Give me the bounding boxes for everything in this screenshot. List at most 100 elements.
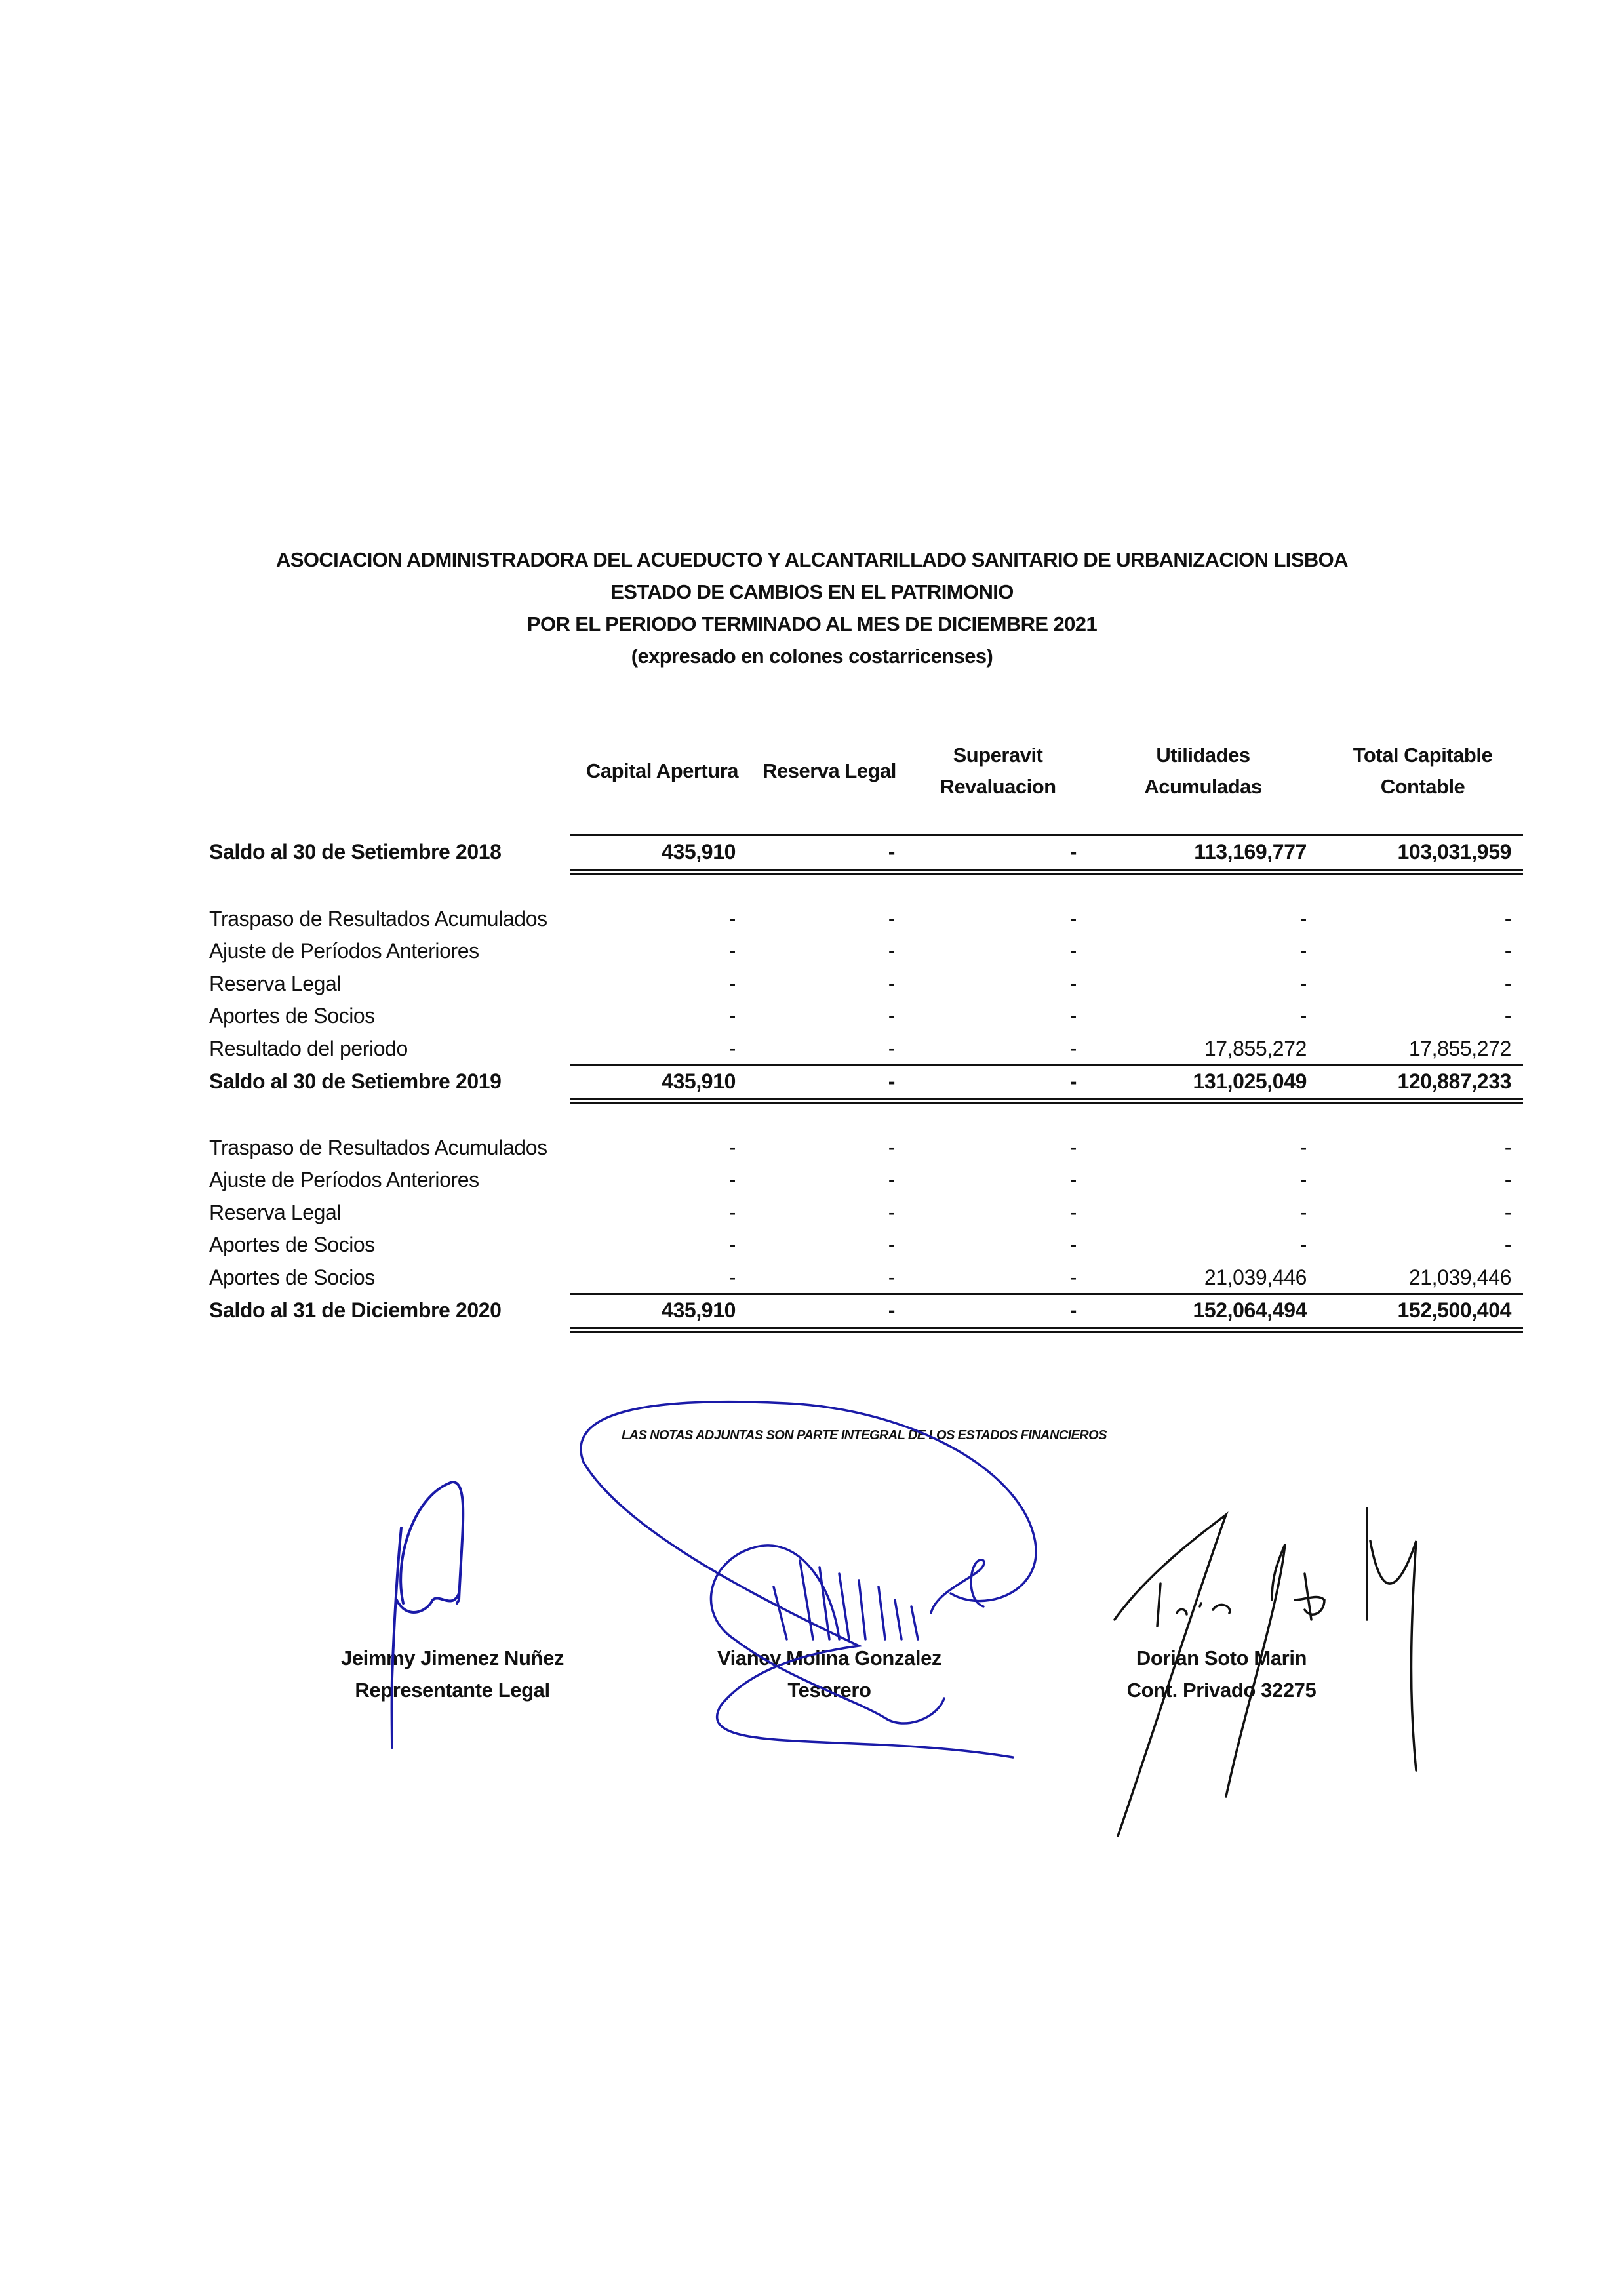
row-value: - xyxy=(888,972,896,995)
row-value: - xyxy=(888,1168,896,1191)
row-value: - xyxy=(1504,1136,1512,1159)
row-label: Aportes de Socios xyxy=(209,1004,375,1028)
row-value: - xyxy=(1504,1201,1512,1224)
row-value: - xyxy=(888,1004,896,1028)
double-underline-rule xyxy=(570,869,1523,875)
column-header: Reserva Legal xyxy=(718,755,941,787)
row-value: - xyxy=(728,1004,736,1028)
signatory-legal-rep: Jeimmy Jimenez Nuñez Representante Legal xyxy=(288,1642,616,1706)
row-value: 152,500,404 xyxy=(1397,1298,1511,1322)
row-value: - xyxy=(1504,1168,1512,1191)
row-value: 152,064,494 xyxy=(1193,1298,1307,1322)
row-value: - xyxy=(888,907,896,930)
row-value: - xyxy=(888,1201,896,1224)
row-value: 17,855,272 xyxy=(1204,1037,1307,1060)
double-underline-rule xyxy=(570,1098,1523,1104)
table-row: Ajuste de Períodos Anteriores - - - - - xyxy=(0,1164,1624,1195)
row-value: - xyxy=(888,1233,896,1256)
row-value: 21,039,446 xyxy=(1408,1266,1512,1289)
table-row: Resultado del periodo - - - 17,855,272 17,855… xyxy=(0,1033,1624,1064)
currency-note: (expresado en colones costarricenses) xyxy=(631,645,993,668)
row-value: 435,910 xyxy=(662,1298,736,1322)
row-value: - xyxy=(728,1136,736,1159)
row-label: Ajuste de Períodos Anteriores xyxy=(209,939,479,963)
column-header-line: Capital Apertura xyxy=(585,759,739,782)
table-row: Reserva Legal - - - - - xyxy=(0,1197,1624,1228)
row-value: - xyxy=(888,1037,896,1060)
row-value: 120,887,233 xyxy=(1397,1069,1511,1093)
row-value: - xyxy=(1299,1201,1307,1224)
row-label: Resultado del periodo xyxy=(209,1037,408,1060)
signatory-treasurer: Vianey Molina Gonzalez Tesorero xyxy=(665,1642,993,1706)
row-value: - xyxy=(1069,840,1077,864)
signatory-role: Cont. Privado 32275 xyxy=(1126,1679,1317,1702)
row-value: - xyxy=(1069,1201,1077,1224)
row-value: - xyxy=(728,1201,736,1224)
balance-row: Saldo al 30 de Setiembre 2019 435,910 - - 13… xyxy=(0,1066,1624,1097)
row-value: 131,025,049 xyxy=(1193,1069,1307,1093)
table-row: Traspaso de Resultados Acumulados - - - - - xyxy=(0,903,1624,934)
signature-jeimmy xyxy=(390,1480,465,1749)
row-value: - xyxy=(1504,1233,1512,1256)
table-row: Reserva Legal - - - - - xyxy=(0,968,1624,999)
row-value: - xyxy=(728,1037,736,1060)
column-header-line: Utilidades xyxy=(1156,744,1250,767)
row-value: 21,039,446 xyxy=(1204,1266,1307,1289)
row-value: - xyxy=(1504,972,1512,995)
row-value: - xyxy=(728,1233,736,1256)
double-underline-rule xyxy=(570,1327,1523,1333)
table-row: Aportes de Socios - - - 21,039,446 21,039,446 xyxy=(0,1262,1624,1293)
row-value: - xyxy=(1069,907,1077,930)
row-value: - xyxy=(1504,907,1512,930)
row-value: 103,031,959 xyxy=(1397,840,1511,864)
row-value: 435,910 xyxy=(662,840,736,864)
row-value: - xyxy=(1299,1168,1307,1191)
row-value: - xyxy=(1069,1266,1077,1289)
signatory-role: Tesorero xyxy=(787,1679,871,1702)
table-row: Aportes de Socios - - - - - xyxy=(0,1229,1624,1260)
row-value: - xyxy=(1069,1136,1077,1159)
statement-title: ESTADO DE CAMBIOS EN EL PATRIMONIO xyxy=(610,580,1014,603)
column-header-line: Superavit xyxy=(953,744,1043,767)
row-label: Traspaso de Resultados Acumulados xyxy=(209,907,547,930)
row-value: 113,169,777 xyxy=(1194,840,1307,864)
signatory-accountant: Dorian Soto Marin Cont. Privado 32275 xyxy=(1058,1642,1385,1706)
signatory-name: Dorian Soto Marin xyxy=(1136,1646,1307,1669)
row-label: Ajuste de Períodos Anteriores xyxy=(209,1168,479,1191)
row-value: - xyxy=(888,840,896,864)
signatory-role: Representante Legal xyxy=(355,1679,550,1702)
row-value: - xyxy=(1299,907,1307,930)
row-label: Traspaso de Resultados Acumulados xyxy=(209,1136,547,1159)
row-label: Reserva Legal xyxy=(209,1201,342,1224)
column-header-line: Total Capitable xyxy=(1353,744,1493,767)
row-value: - xyxy=(1069,939,1077,963)
row-value: - xyxy=(728,1266,736,1289)
row-value: - xyxy=(728,972,736,995)
row-value: - xyxy=(1069,1037,1077,1060)
row-value: - xyxy=(888,1069,896,1093)
column-header-line: Revaluacion xyxy=(940,775,1056,798)
row-value: - xyxy=(888,1136,896,1159)
table-row: Ajuste de Períodos Anteriores - - - - - xyxy=(0,935,1624,967)
row-value: - xyxy=(728,1168,736,1191)
row-value: - xyxy=(1299,939,1307,963)
organization-title: ASOCIACION ADMINISTRADORA DEL ACUEDUCTO … xyxy=(276,548,1349,571)
row-value: - xyxy=(1069,1233,1077,1256)
column-header-line: Acumuladas xyxy=(1144,775,1262,798)
row-label: Aportes de Socios xyxy=(209,1266,375,1289)
row-label: Saldo al 30 de Setiembre 2019 xyxy=(209,1069,502,1093)
row-value: 435,910 xyxy=(662,1069,736,1093)
signatory-name: Jeimmy Jimenez Nuñez xyxy=(340,1646,564,1669)
signatory-name: Vianey Molina Gonzalez xyxy=(717,1646,942,1669)
column-header: Total Capitable Contable xyxy=(1311,740,1534,803)
row-value: - xyxy=(888,939,896,963)
column-header: Utilidades Acumuladas xyxy=(1092,740,1315,803)
row-value: - xyxy=(888,1266,896,1289)
row-value: - xyxy=(1504,939,1512,963)
row-value: - xyxy=(728,907,736,930)
table-row: Traspaso de Resultados Acumulados - - - - - xyxy=(0,1132,1624,1163)
period-title: POR EL PERIODO TERMINADO AL MES DE DICIE… xyxy=(526,612,1098,635)
column-header: Superavit Revaluacion xyxy=(886,740,1109,803)
row-label: Aportes de Socios xyxy=(209,1233,375,1256)
row-value: - xyxy=(728,939,736,963)
